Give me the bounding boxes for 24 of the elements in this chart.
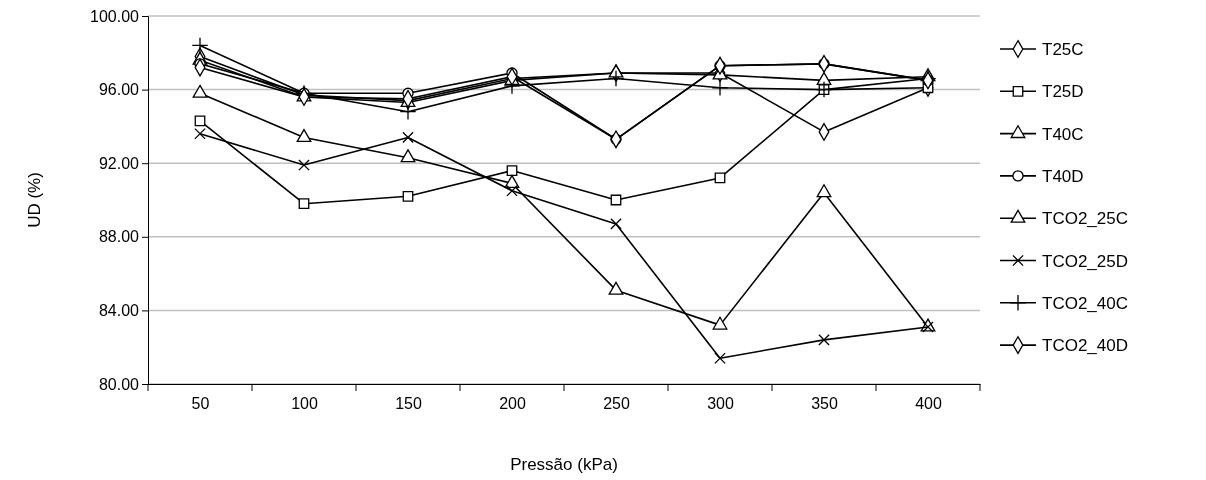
y-tick-label: 96.00 bbox=[98, 81, 140, 99]
x-tick-label: 250 bbox=[603, 395, 630, 413]
y-tick-label: 92.00 bbox=[98, 154, 140, 172]
x-tick-label: 200 bbox=[499, 395, 526, 413]
legend-label: T40D bbox=[1042, 166, 1084, 186]
y-tick-label: 84.00 bbox=[98, 302, 140, 320]
x-tick-label: 400 bbox=[915, 395, 942, 413]
x-tick-label: 350 bbox=[811, 395, 838, 413]
legend-label: TCO2_25C bbox=[1042, 209, 1128, 229]
legend-label: TCO2_25D bbox=[1042, 251, 1128, 271]
legend-label: T25D bbox=[1042, 82, 1084, 102]
y-tick-label: 80.00 bbox=[98, 375, 140, 393]
legend-label: TCO2_40D bbox=[1042, 336, 1128, 356]
y-tick-label: 88.00 bbox=[98, 228, 140, 246]
y-tick-label: 100.00 bbox=[90, 7, 140, 25]
x-tick-label: 100 bbox=[291, 395, 318, 413]
legend-label: T40C bbox=[1042, 124, 1084, 144]
x-tick-label: 300 bbox=[707, 395, 734, 413]
x-tick-label: 150 bbox=[395, 395, 422, 413]
x-axis-title: Pressão (kPa) bbox=[510, 455, 618, 474]
x-tick-label: 50 bbox=[191, 395, 210, 413]
legend-label: T25C bbox=[1042, 40, 1084, 59]
y-axis-title: UD (%) bbox=[25, 172, 44, 228]
legend-label: TCO2_40C bbox=[1042, 293, 1128, 313]
